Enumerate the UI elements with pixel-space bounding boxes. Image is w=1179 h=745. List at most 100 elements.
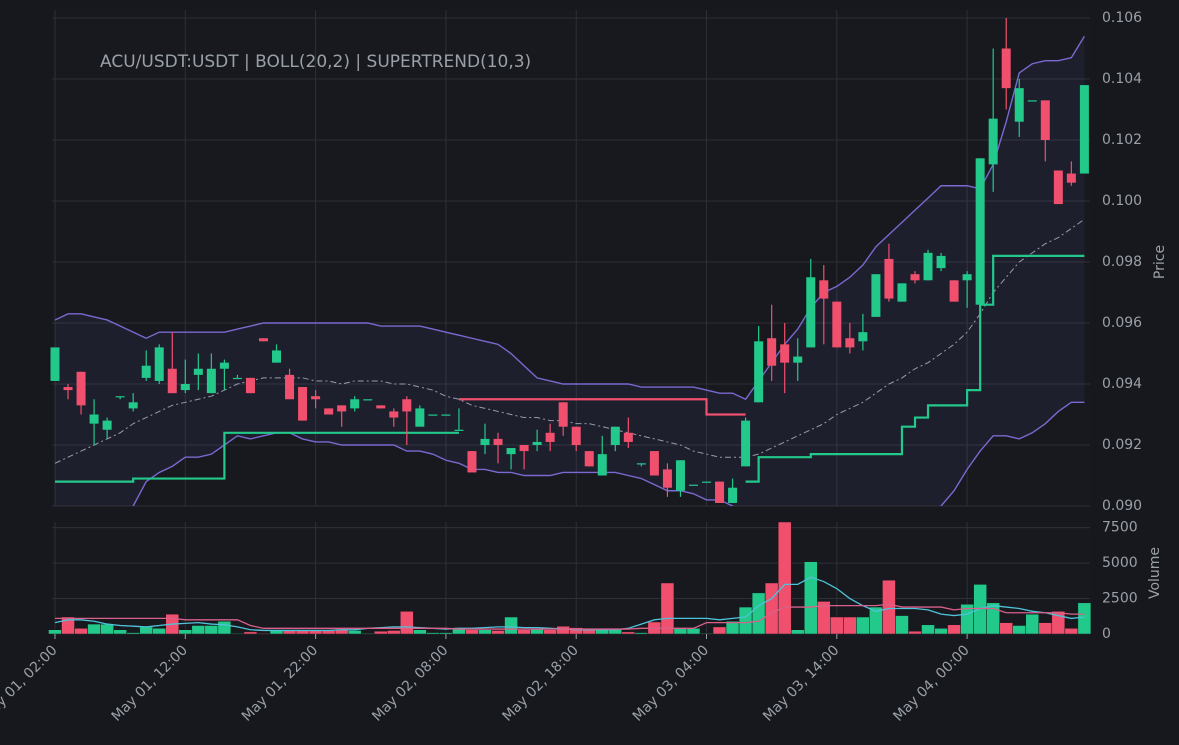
volume-bar	[413, 629, 427, 635]
y-tick-label: 0.106	[1102, 10, 1142, 26]
volume-tick-label: 7500	[1102, 520, 1138, 536]
grid	[52, 10, 1090, 635]
volume-bar	[751, 592, 766, 635]
volume-bar	[478, 629, 492, 635]
candle-body	[50, 347, 60, 381]
candle-body	[910, 274, 920, 281]
candle-body	[988, 118, 998, 165]
bollinger-fill	[55, 36, 1085, 506]
candle-body	[337, 405, 347, 412]
volume-bar	[803, 561, 818, 635]
supertrend-down	[458, 398, 746, 416]
candle-body	[793, 356, 803, 363]
volume-bar	[856, 616, 870, 635]
volume-bar	[400, 611, 414, 635]
candle-body	[962, 274, 972, 281]
volume-bar	[113, 629, 127, 635]
y-tick-label: 0.100	[1102, 193, 1142, 209]
candle-body	[167, 368, 177, 394]
volume-bar	[947, 624, 961, 635]
candle-body	[402, 399, 412, 412]
candle-body	[258, 338, 268, 342]
candle-body	[741, 420, 751, 467]
volume-bar	[530, 628, 544, 635]
candle-body	[949, 280, 959, 302]
volume-ma	[55, 603, 1085, 630]
candle-body	[845, 338, 855, 348]
volume-tick-label: 2500	[1102, 591, 1138, 607]
candle-body	[154, 347, 164, 381]
candle-body	[532, 441, 542, 445]
supertrend-up	[55, 431, 459, 483]
candle-body	[206, 368, 216, 394]
candle-body	[1066, 173, 1076, 183]
candle-body	[180, 384, 190, 391]
candle-body	[584, 451, 594, 467]
candle-body	[193, 368, 203, 375]
volume-bar	[230, 633, 245, 635]
volume-bar	[373, 630, 388, 635]
volume-bar	[178, 629, 193, 635]
candle-body	[1040, 100, 1050, 140]
candle-body	[1014, 88, 1024, 122]
volume-bar	[999, 622, 1013, 635]
candle-body	[832, 301, 842, 348]
volume-bar	[934, 628, 948, 635]
volume-axis-label: Volume	[1147, 547, 1163, 599]
candle-body	[285, 374, 295, 400]
volume-bar	[491, 630, 505, 635]
y-tick-label: 0.094	[1102, 376, 1142, 392]
candle-body	[115, 396, 125, 398]
y-tick-label: 0.096	[1102, 315, 1142, 331]
candle-body	[89, 414, 99, 424]
volume-bar	[100, 623, 114, 635]
candle-body	[975, 158, 985, 305]
y-tick-label: 0.090	[1102, 498, 1142, 514]
candle-body	[389, 411, 399, 418]
candle-body	[636, 463, 646, 465]
candle-body	[493, 438, 503, 445]
candle-body	[141, 365, 151, 378]
volume-bar	[660, 582, 675, 635]
candle-body	[480, 438, 490, 445]
candle-body	[923, 252, 933, 281]
volume-bar	[699, 633, 714, 635]
candle-body	[63, 387, 73, 391]
volume-bar	[921, 624, 935, 635]
candle-body	[767, 338, 777, 366]
volume-bar	[61, 616, 75, 635]
volume-bar	[738, 606, 753, 635]
candle-body	[441, 414, 451, 416]
y-tick-label: 0.098	[1102, 254, 1142, 270]
candle-body	[454, 429, 464, 431]
candle-body	[936, 255, 946, 269]
candle-body	[467, 451, 477, 473]
candle-body	[649, 451, 659, 476]
volume-bar	[1051, 611, 1066, 635]
y-tick-label: 0.104	[1102, 71, 1142, 87]
candle-body	[571, 426, 581, 445]
candle-body	[232, 377, 242, 380]
volume-bar	[686, 628, 701, 635]
volume-bar	[712, 626, 727, 635]
volume-bar	[986, 602, 1000, 635]
bollinger-upper	[54, 35, 1085, 401]
volume-bar	[139, 626, 153, 635]
volume-bar	[882, 579, 896, 635]
candle-body	[754, 341, 764, 403]
bollinger-lower	[132, 401, 1085, 506]
candle-body	[728, 487, 738, 503]
candle-body	[363, 399, 373, 401]
candle-body	[428, 414, 438, 416]
volume-bar	[777, 521, 792, 635]
volume-bar	[387, 630, 401, 635]
band-fill-layer	[55, 36, 1085, 506]
mark-layer	[48, 18, 1092, 635]
volume-bar	[556, 625, 570, 635]
volume-bar	[1025, 613, 1040, 635]
candle-body	[858, 332, 868, 342]
candle-body	[298, 387, 308, 421]
volume-tick-label: 5000	[1102, 555, 1138, 571]
volume-bar	[1077, 602, 1092, 635]
